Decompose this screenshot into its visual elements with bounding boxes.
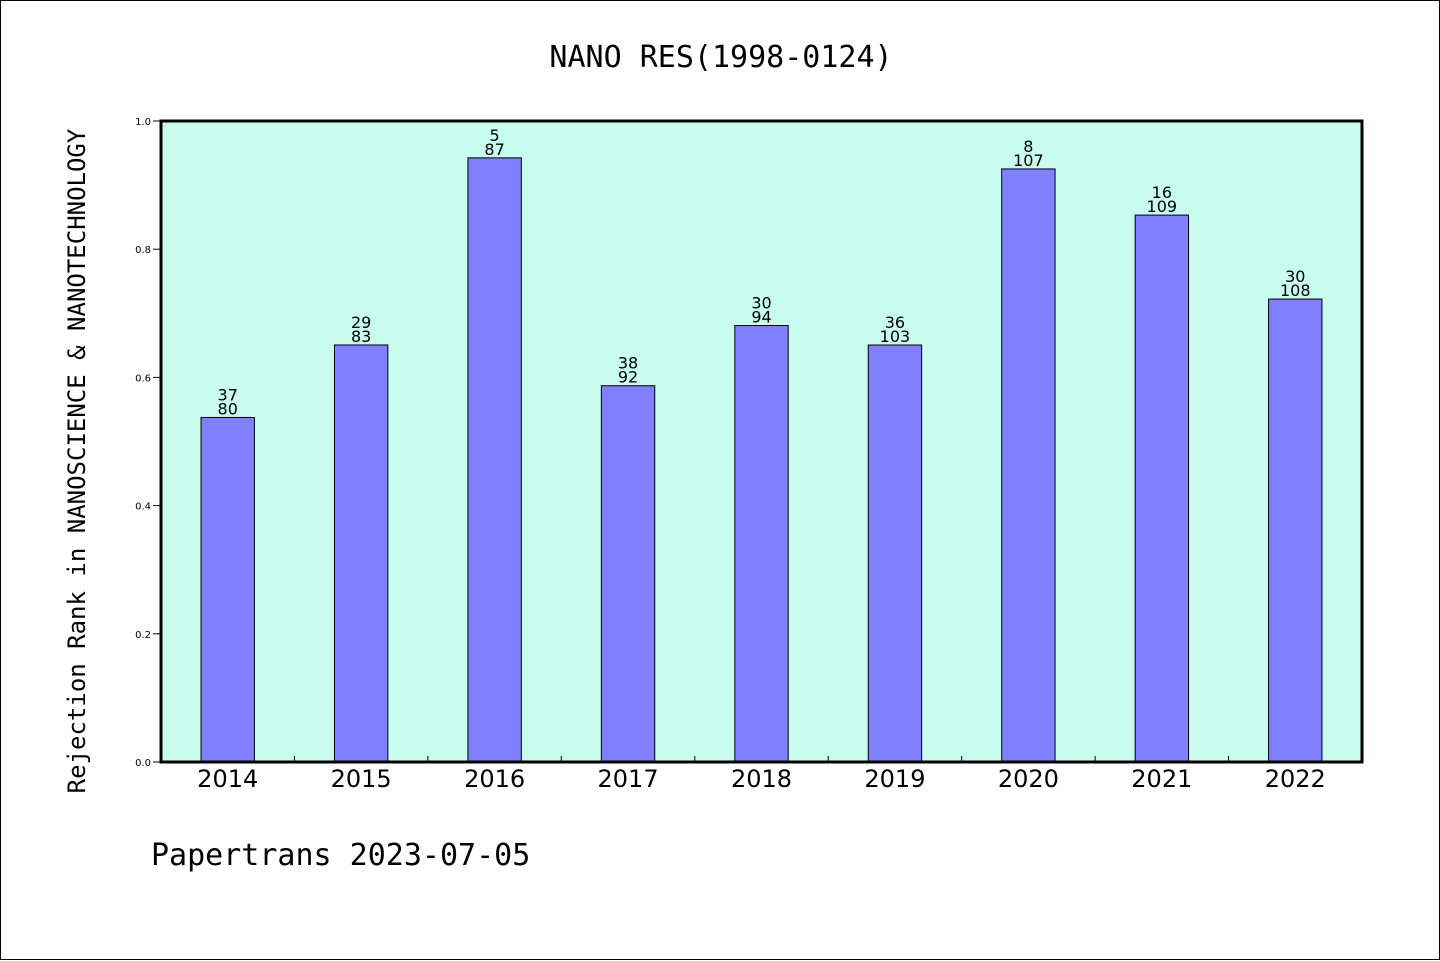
x-tick-label: 2022 <box>1265 765 1326 793</box>
data-label-upper: 29 <box>351 313 371 332</box>
x-tick-label: 2015 <box>331 765 392 793</box>
bar-2016 <box>467 157 522 763</box>
x-tick-label: 2018 <box>731 765 792 793</box>
bar-2019 <box>867 344 923 763</box>
plot-border <box>159 119 1364 764</box>
data-label-lower: 83 <box>351 327 371 346</box>
data-label-lower: 80 <box>218 399 238 418</box>
data-label-lower: 94 <box>751 308 771 327</box>
data-label-upper: 30 <box>751 294 771 313</box>
data-label-lower: 103 <box>880 327 911 346</box>
data-label-lower: 92 <box>618 368 638 387</box>
y-tick-label: 0.8 <box>135 245 151 256</box>
data-label-upper: 8 <box>1023 137 1033 156</box>
data-label-upper: 36 <box>885 313 905 332</box>
bar-2022 <box>1268 298 1323 763</box>
bar-2020 <box>1001 168 1056 763</box>
footer-credit: Papertrans 2023-07-05 <box>151 838 530 873</box>
data-label-upper: 37 <box>218 385 238 404</box>
y-tick-label: 0.2 <box>135 630 151 641</box>
bar-2018 <box>734 325 789 763</box>
data-label-upper: 16 <box>1152 183 1172 202</box>
bar-2021 <box>1134 214 1190 763</box>
data-label-lower: 107 <box>1013 151 1044 170</box>
x-tick-label: 2014 <box>197 765 258 793</box>
y-tick-label: 0.6 <box>135 373 151 384</box>
y-axis-label: Rejection Rank in NANOSCIENCE & NANOTECH… <box>63 128 91 793</box>
x-tick-label: 2019 <box>864 765 925 793</box>
x-tick-label: 2017 <box>598 765 659 793</box>
data-label-lower: 109 <box>1147 197 1178 216</box>
y-tick-label: 1.0 <box>135 117 151 128</box>
bar-2017 <box>600 385 656 763</box>
bar-2015 <box>333 344 389 763</box>
x-axis: 2014 2015 2016 2017 2018 2019 2020 2021 2022 <box>197 756 1326 793</box>
data-label-lower: 87 <box>484 140 504 159</box>
x-tick-label: 2016 <box>464 765 525 793</box>
y-tick-label: 0.4 <box>135 502 151 513</box>
y-tick-label: 0.0 <box>135 758 151 769</box>
chart-title: NANO RES(1998-0124) <box>549 40 892 75</box>
x-tick-label: 2020 <box>998 765 1059 793</box>
y-axis: 0.0 0.2 0.4 0.6 0.8 1.0 <box>135 117 161 769</box>
data-label-upper: 30 <box>1285 267 1305 286</box>
data-label-upper: 38 <box>618 354 638 373</box>
x-tick-label: 2021 <box>1131 765 1192 793</box>
data-label-upper: 5 <box>490 126 500 145</box>
bar-2014 <box>200 416 255 763</box>
bars-group <box>200 157 1323 763</box>
data-label-lower: 108 <box>1280 281 1311 300</box>
